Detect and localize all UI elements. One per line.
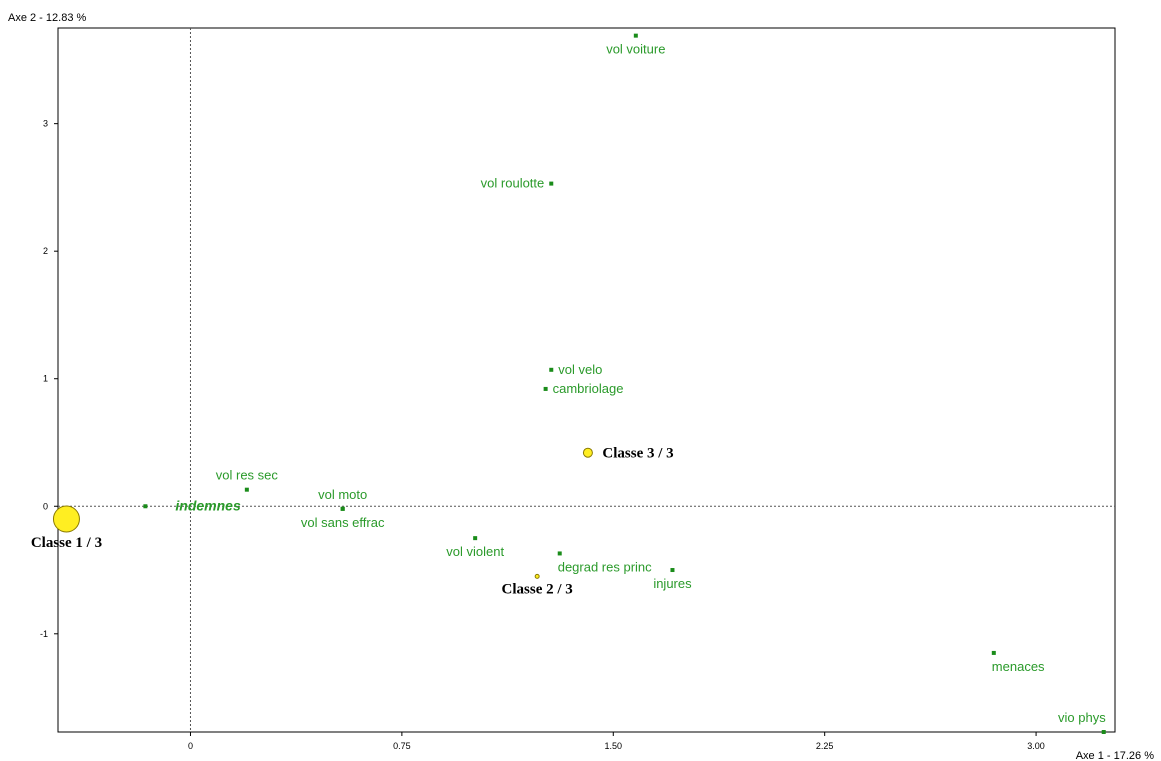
point-marker (473, 536, 478, 541)
point-marker (340, 506, 345, 511)
x-axis-ticks: 0 0.75 1.50 2.25 3.00 (188, 732, 1045, 751)
point-marker (991, 650, 996, 655)
class-label: Classe 3 / 3 (602, 446, 673, 462)
point-label: vol violent (446, 544, 504, 559)
point-marker (1101, 730, 1106, 734)
x-tick-label: 1.50 (605, 741, 623, 751)
y-tick-label: 3 (43, 119, 48, 129)
point-label: vol velo (558, 362, 602, 377)
variable-points: vol voiture vol roulotte vol velo cambriola… (143, 33, 1106, 734)
class-label: Classe 1 / 3 (31, 535, 102, 551)
y-tick-label: 2 (43, 246, 48, 256)
class-centroid-marker (534, 573, 540, 579)
point-label: vol roulotte (481, 176, 545, 191)
point-marker (543, 386, 548, 391)
y-axis-title: Axe 2 - 12.83 % (8, 12, 86, 24)
point-marker (244, 487, 249, 492)
point-marker (143, 504, 148, 509)
point-label: vol sans effrac (301, 515, 385, 530)
point-marker (633, 33, 638, 38)
point-marker (549, 181, 554, 186)
x-tick-label: 0 (188, 741, 193, 751)
point-label: menaces (992, 659, 1045, 674)
point-marker (557, 551, 562, 556)
point-label: vol voiture (606, 42, 665, 57)
point-label: indemnes (175, 497, 241, 513)
point-label: degrad res princ (558, 559, 652, 574)
point-label: vol moto (318, 487, 367, 502)
class-label: Classe 2 / 3 (502, 581, 573, 597)
point-marker (549, 367, 554, 372)
y-tick-label: 0 (43, 501, 48, 511)
y-axis-ticks: -1 0 1 2 3 (40, 119, 58, 639)
class-centroids: Classe 1 / 3 Classe 2 / 3 Classe 3 / 3 (31, 446, 674, 598)
point-label: injures (653, 576, 692, 591)
point-marker (670, 568, 675, 573)
x-axis-title: Axe 1 - 17.26 % (1076, 750, 1154, 761)
class-centroid-marker (52, 505, 80, 533)
x-tick-label: 2.25 (816, 741, 834, 751)
class-centroid-marker (582, 447, 593, 458)
plot-frame (57, 27, 1116, 733)
point-label: vio phys (1058, 710, 1106, 725)
y-tick-label: 1 (43, 374, 48, 384)
x-tick-label: 3.00 (1027, 741, 1045, 751)
x-tick-label: 0.75 (393, 741, 411, 751)
y-tick-label: -1 (40, 629, 48, 639)
point-label: vol res sec (216, 468, 279, 483)
point-label: cambriolage (553, 381, 624, 396)
